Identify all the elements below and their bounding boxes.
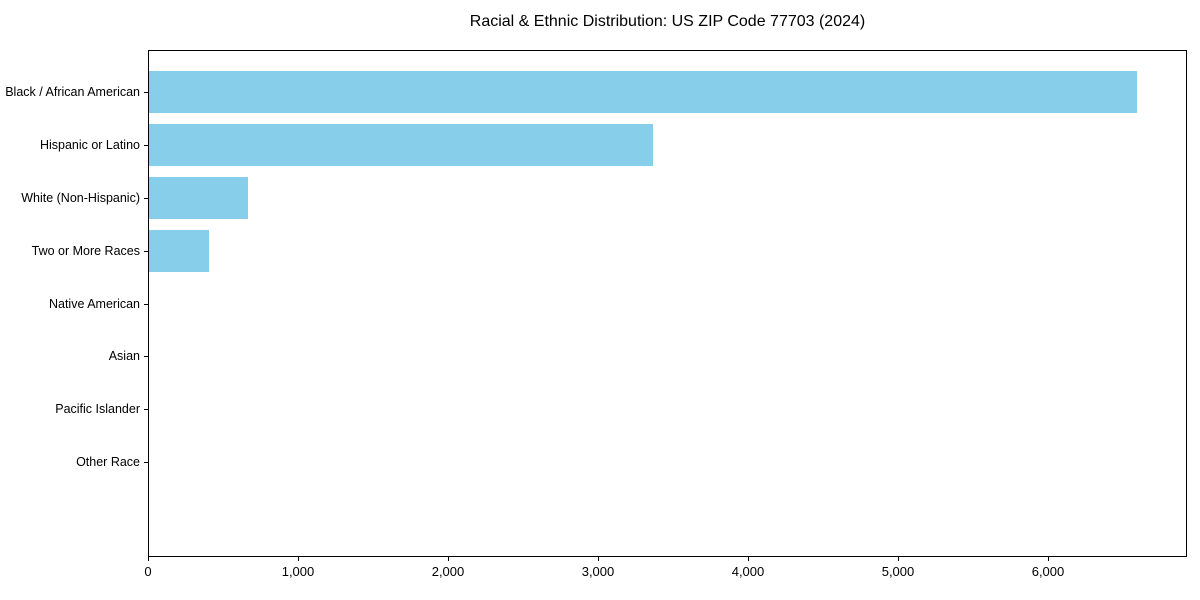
y-axis-tick [144, 145, 148, 146]
y-axis-label: Asian [108, 349, 140, 363]
y-axis-tick [144, 304, 148, 305]
x-axis-tick-label: 2,000 [431, 564, 465, 579]
x-axis-tick-label: 6,000 [1031, 564, 1065, 579]
x-axis-tick [148, 557, 149, 561]
x-axis-tick [748, 557, 749, 561]
y-axis-tick [144, 409, 148, 410]
x-axis-tick-label: 0 [144, 564, 152, 579]
y-axis-label: Black / African American [5, 85, 140, 99]
x-axis-tick-label: 3,000 [581, 564, 615, 579]
x-axis-tick [898, 557, 899, 561]
y-axis-tick [144, 462, 148, 463]
y-axis-label: Native American [48, 297, 140, 311]
x-axis-tick [598, 557, 599, 561]
x-axis-tick-label: 1,000 [281, 564, 315, 579]
y-axis-tick [144, 251, 148, 252]
x-axis-tick [298, 557, 299, 561]
bar-3 [149, 229, 209, 272]
x-axis-tick-label: 4,000 [731, 564, 765, 579]
y-axis-label: Pacific Islander [55, 402, 140, 416]
y-axis-tick [144, 356, 148, 357]
y-axis-tick [144, 198, 148, 199]
y-axis-label: Other Race [76, 455, 140, 469]
chart-title: Racial & Ethnic Distribution: US ZIP Cod… [469, 13, 866, 30]
y-axis-label: White (Non-Hispanic) [21, 191, 140, 205]
y-axis-tick [144, 92, 148, 93]
bar-2 [149, 176, 248, 219]
x-axis-tick [448, 557, 449, 561]
x-axis-tick-label: 5,000 [881, 564, 915, 579]
plot-area [148, 50, 1187, 557]
x-axis-tick [1048, 557, 1049, 561]
bar-0 [149, 70, 1137, 113]
y-axis-label: Hispanic or Latino [39, 138, 140, 152]
y-axis-label: Two or More Races [31, 244, 140, 258]
bar-1 [149, 123, 653, 166]
